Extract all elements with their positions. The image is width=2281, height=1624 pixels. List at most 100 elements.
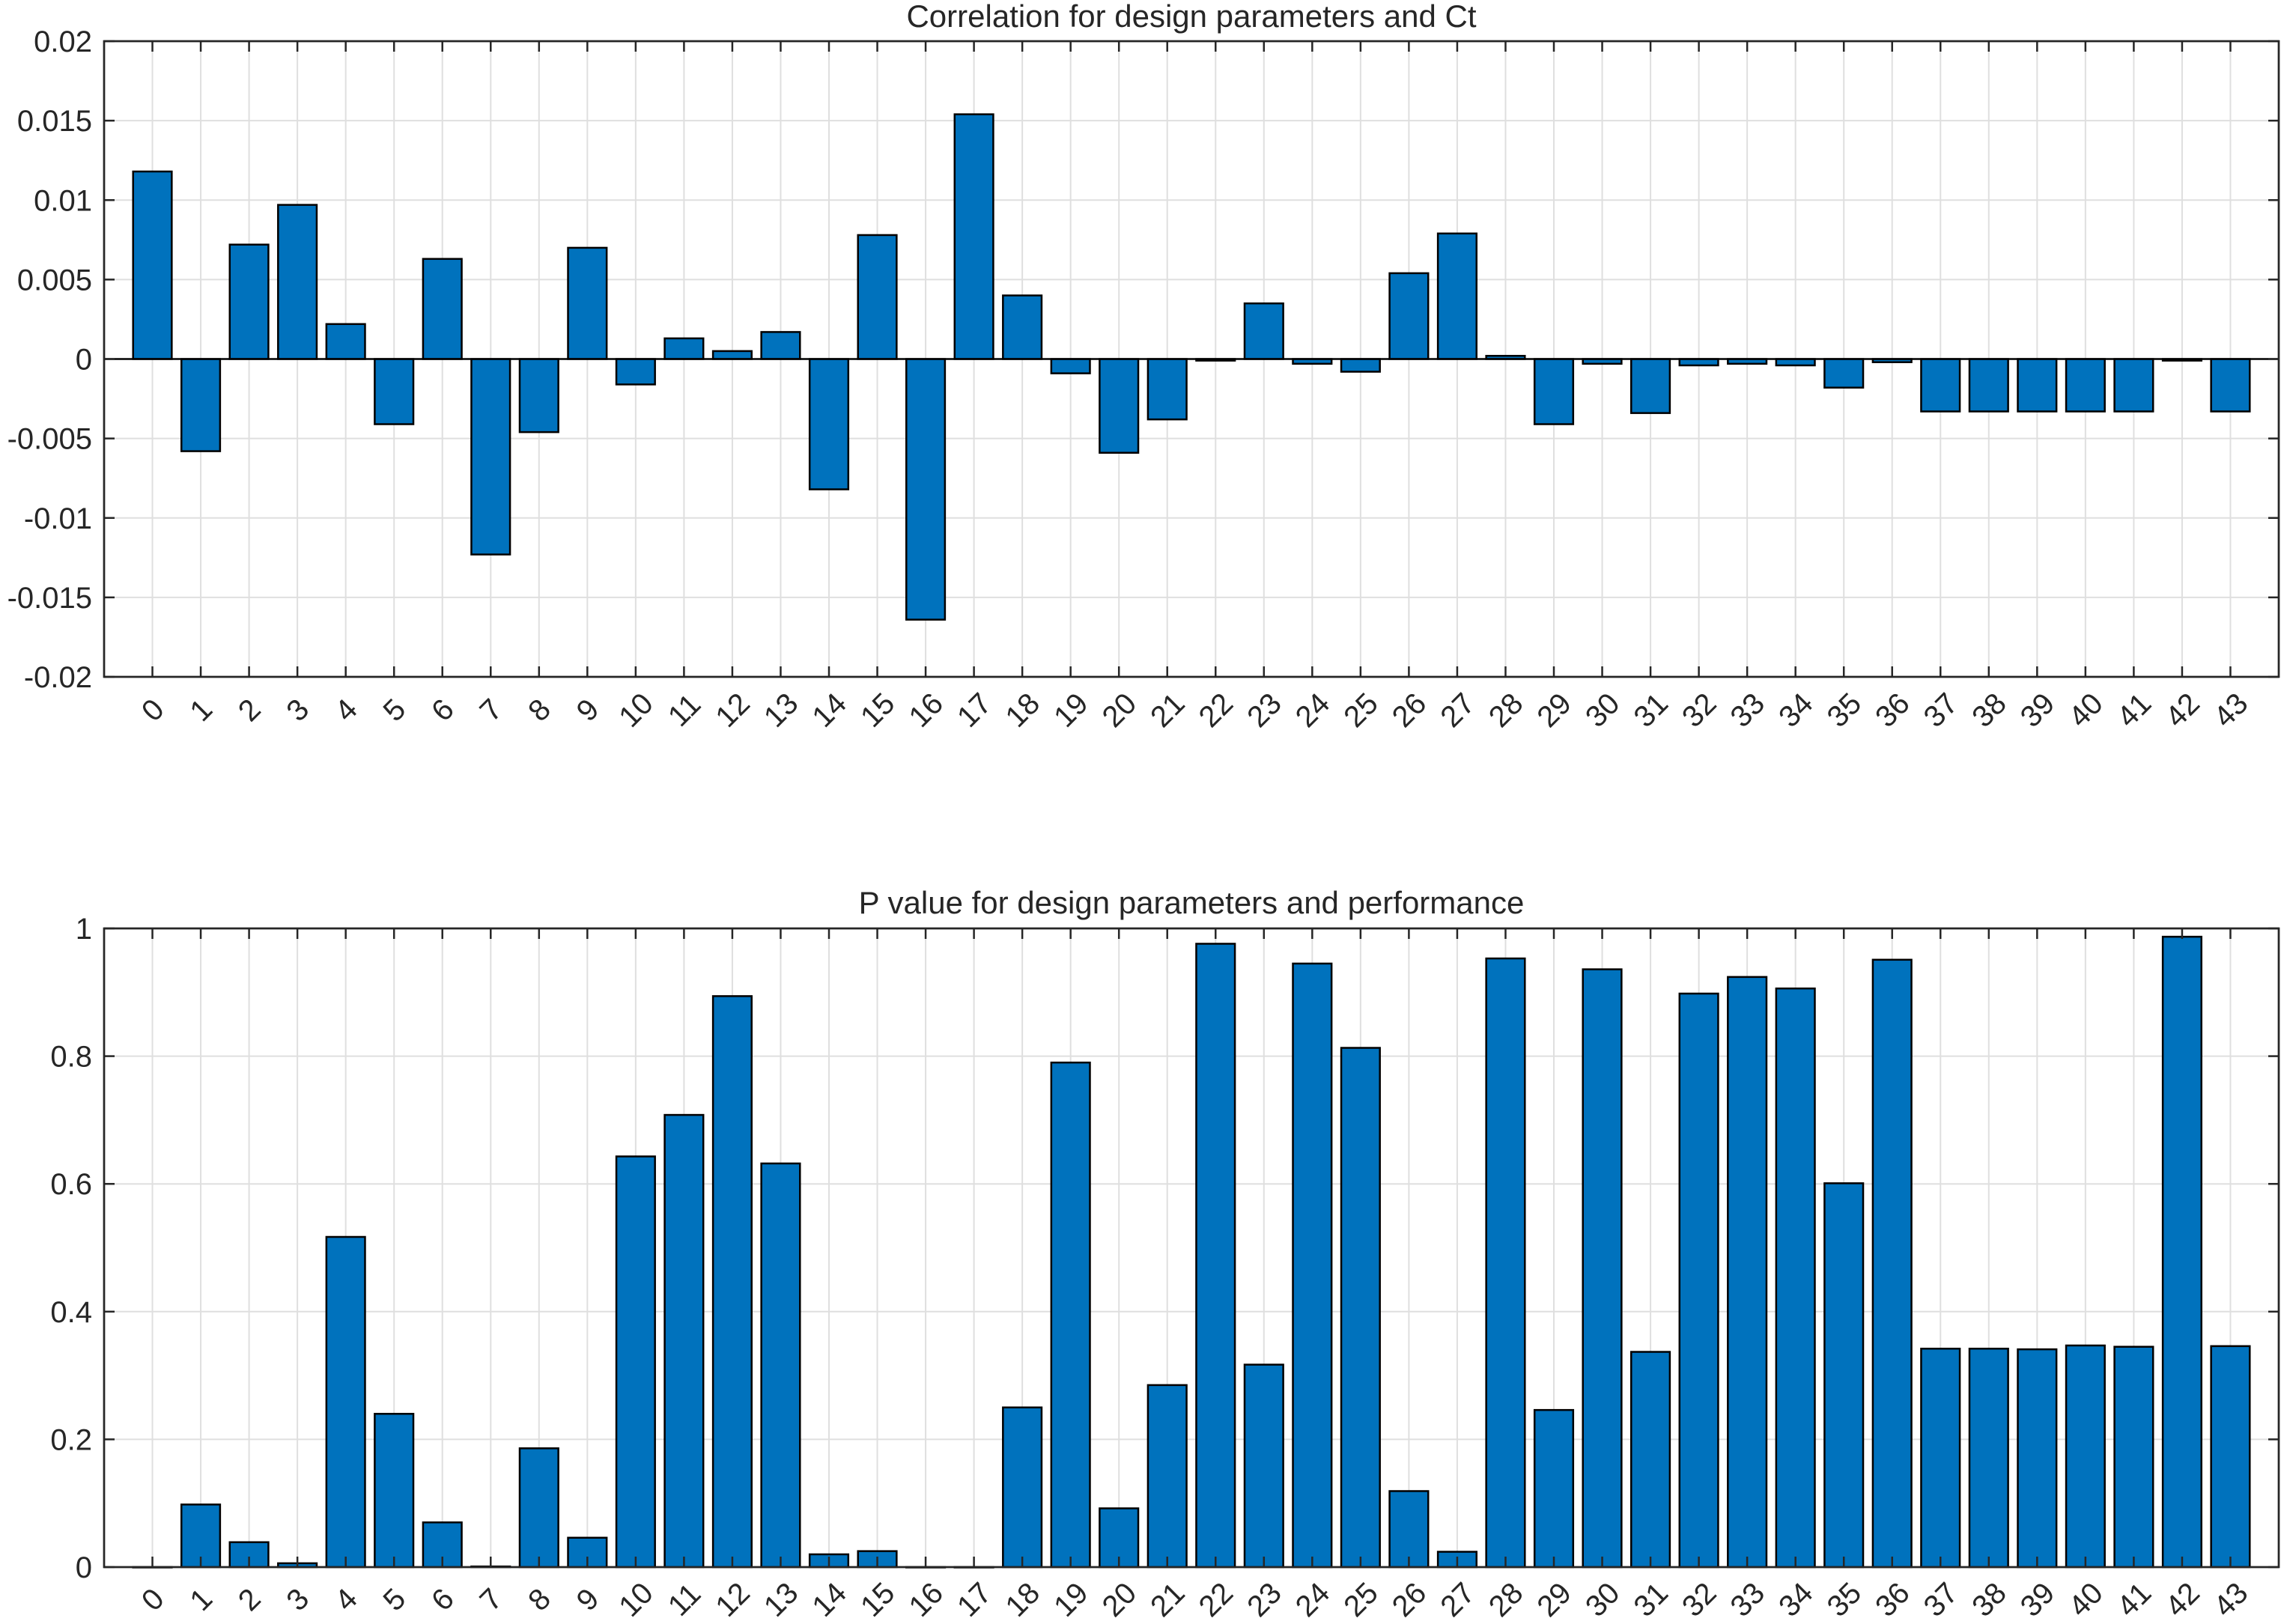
- bar-22: [1195, 943, 1236, 1569]
- bar-31: [1630, 358, 1671, 414]
- x-tick-label: 33: [1725, 1576, 1772, 1623]
- y-tick-label: -0.005: [7, 423, 92, 456]
- y-tick-label: 0.6: [50, 1168, 92, 1201]
- x-tick-label: 27: [1434, 1576, 1481, 1623]
- bar-8: [518, 358, 559, 434]
- p-value-chart: 00.20.40.60.810 1 2 3 4 5 6 7 8 9 10 11 12 13 14 15 16 17…: [50, 885, 2280, 1623]
- bar-34: [1775, 358, 1816, 367]
- x-tick-label: 38: [1966, 1576, 2013, 1623]
- bar-8: [518, 1447, 559, 1569]
- x-tick-label: 32: [1676, 1576, 1723, 1623]
- x-tick-label: 28: [1483, 1576, 1530, 1623]
- x-tick-label: 26: [1386, 1576, 1433, 1623]
- bar-36: [1871, 958, 1913, 1569]
- x-tick-label: 29: [1531, 1576, 1578, 1623]
- bar-26: [1388, 272, 1430, 360]
- x-tick-label: 2: [232, 1582, 267, 1617]
- x-tick-label: 9: [571, 693, 606, 728]
- bar-29: [1533, 1408, 1575, 1569]
- x-tick-label: 18: [1000, 687, 1047, 734]
- x-tick-label: 14: [806, 1576, 853, 1623]
- x-tick-label: 4: [329, 693, 364, 728]
- bar-11: [663, 337, 705, 360]
- x-tick-label: 25: [1337, 687, 1385, 734]
- x-tick-label: 37: [1918, 687, 1965, 734]
- bar-24: [1292, 962, 1333, 1569]
- bar-26: [1388, 1490, 1430, 1569]
- x-tick-label: 6: [425, 693, 461, 728]
- bar-11: [663, 1113, 705, 1569]
- bar-39: [2017, 358, 2058, 413]
- x-tick-label: 5: [377, 693, 412, 728]
- bar-27: [1436, 232, 1477, 360]
- bar-32: [1678, 358, 1719, 367]
- x-tick-label: 7: [474, 693, 509, 728]
- x-tick-label: 32: [1676, 687, 1723, 734]
- y-tick-label: 0.8: [50, 1041, 92, 1074]
- x-tick-label: 13: [758, 1576, 805, 1623]
- y-tick-label: -0.015: [7, 582, 92, 615]
- x-tick-label: 8: [522, 1582, 557, 1617]
- x-tick-label: 12: [709, 687, 756, 734]
- bar-35: [1823, 358, 1865, 389]
- x-tick-label: 35: [1821, 687, 1868, 734]
- bar-12: [711, 350, 753, 360]
- bar-12: [711, 995, 753, 1569]
- x-tick-label: 12: [709, 1576, 756, 1623]
- bar-18: [1002, 1406, 1043, 1569]
- bar-10: [615, 358, 656, 386]
- x-tick-label: 1: [183, 1582, 219, 1617]
- x-tick-label: 8: [522, 693, 557, 728]
- chart-title: P value for design parameters and perfor…: [859, 885, 1525, 920]
- bar-5: [374, 1413, 415, 1569]
- bar-29: [1533, 358, 1575, 425]
- bar-7: [470, 358, 511, 556]
- bar-5: [374, 358, 415, 425]
- bar-4: [325, 323, 366, 360]
- x-tick-label: 31: [1627, 687, 1674, 734]
- bar-41: [2113, 1345, 2154, 1569]
- bar-43: [2210, 358, 2251, 413]
- bar-28: [1485, 957, 1526, 1569]
- bar-19: [1050, 1061, 1091, 1569]
- y-tick-label: 0.4: [50, 1296, 92, 1329]
- bar-1: [180, 358, 222, 452]
- x-tick-label: 14: [806, 687, 853, 734]
- x-tick-label: 20: [1096, 687, 1143, 734]
- bar-32: [1678, 992, 1719, 1569]
- x-tick-label: 33: [1725, 687, 1772, 734]
- x-tick-label: 0: [136, 693, 171, 728]
- y-tick-label: 0: [76, 344, 92, 377]
- x-tick-label: 42: [2159, 687, 2206, 734]
- bar-33: [1727, 976, 1768, 1569]
- y-tick-label: -0.02: [24, 661, 92, 694]
- x-tick-label: 23: [1241, 687, 1288, 734]
- x-tick-label: 1: [183, 693, 219, 728]
- x-tick-label: 6: [425, 1582, 461, 1617]
- x-tick-label: 17: [951, 1576, 998, 1623]
- x-tick-label: 27: [1434, 687, 1481, 734]
- y-tick-label: 0.01: [34, 184, 92, 217]
- bar-10: [615, 1155, 656, 1569]
- bar-30: [1582, 968, 1623, 1569]
- bar-20: [1099, 358, 1140, 454]
- bar-23: [1243, 302, 1284, 360]
- bar-23: [1243, 1363, 1284, 1569]
- bar-42: [2161, 935, 2202, 1569]
- x-tick-label: 13: [758, 687, 805, 734]
- bar-40: [2065, 358, 2106, 413]
- x-tick-label: 19: [1048, 687, 1095, 734]
- x-tick-label: 11: [662, 687, 707, 732]
- chart-title: Correlation for design parameters and Ct: [906, 0, 1476, 34]
- bar-9: [567, 246, 608, 360]
- x-tick-label: 26: [1386, 687, 1433, 734]
- bar-43: [2210, 1345, 2251, 1569]
- bar-2: [228, 243, 270, 360]
- x-tick-label: 43: [2208, 687, 2255, 734]
- x-tick-label: 34: [1773, 1576, 1820, 1623]
- x-tick-label: 21: [1144, 687, 1191, 734]
- x-tick-label: 5: [377, 1582, 412, 1617]
- y-tick-label: 0.005: [17, 264, 92, 296]
- x-tick-label: 3: [280, 1582, 315, 1617]
- x-tick-label: 38: [1966, 687, 2013, 734]
